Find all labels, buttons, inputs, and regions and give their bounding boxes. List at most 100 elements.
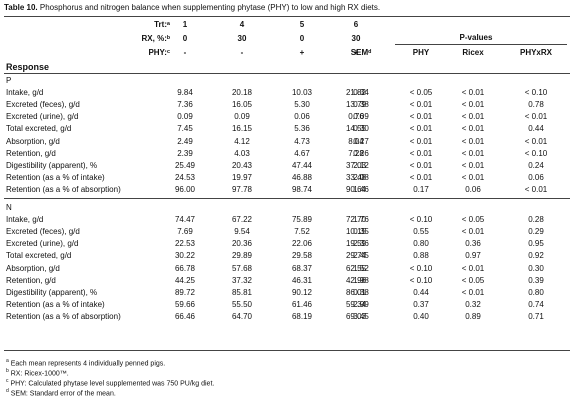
p-value: < 0.01 <box>461 124 485 134</box>
mean-value: 22.53 <box>174 239 196 249</box>
mean-value: 8.04 <box>348 136 364 146</box>
mean-value: 30.22 <box>174 251 196 261</box>
row-label: Digestibility (apparent), % <box>6 160 98 170</box>
mean-value: 21.82 <box>345 88 367 98</box>
p-value: 0.39 <box>528 275 544 285</box>
p-value: < 0.01 <box>461 160 485 170</box>
mean-value: 42.96 <box>345 275 367 285</box>
sem-value: 2.08 <box>353 172 369 182</box>
p-value: 0.95 <box>528 239 544 249</box>
p-value: < 0.01 <box>461 100 485 110</box>
mean-value: 66.46 <box>174 311 196 321</box>
footnote-mark: d <box>6 388 9 394</box>
pvalue-column-heading: Ricex <box>462 48 484 57</box>
p-value: < 0.10 <box>524 148 548 158</box>
trt-value: 5 <box>299 20 305 29</box>
mean-value: 7.36 <box>177 100 193 110</box>
mean-value: 0.09 <box>234 112 250 122</box>
footnote-mark: a <box>6 358 9 364</box>
phy-value: - <box>183 48 187 57</box>
mean-value: 68.37 <box>291 263 313 273</box>
rx-value: 0 <box>182 34 188 43</box>
p-value: < 0.01 <box>409 148 433 158</box>
trt-value: 6 <box>353 20 359 29</box>
footnote: a Each mean represents 4 individually pe… <box>6 357 165 368</box>
row-label: Intake, g/d <box>6 88 44 98</box>
p-value: < 0.01 <box>524 184 548 194</box>
p-value: 0.55 <box>413 227 429 237</box>
p-value: 0.44 <box>528 124 544 134</box>
mean-value: 2.39 <box>177 148 193 158</box>
sem-value: 0.38 <box>353 287 369 297</box>
p-value: < 0.10 <box>524 88 548 98</box>
footnote-text: Each mean represents 4 individually penn… <box>8 360 166 368</box>
footnote: d SEM: Standard error of the mean. <box>6 387 116 398</box>
footnote: b RX: Ricex-1000™. <box>6 367 69 378</box>
top-rule <box>4 16 570 17</box>
mean-value: 0.76 <box>348 112 364 122</box>
p-value: < 0.01 <box>461 136 485 146</box>
p-value: 0.36 <box>465 239 481 249</box>
sem-value: 0.35 <box>353 227 369 237</box>
bottom-rule <box>4 350 570 351</box>
section-heading: N <box>6 203 12 212</box>
mean-value: 29.89 <box>231 251 253 261</box>
row-label: Total excreted, g/d <box>6 251 72 261</box>
mean-value: 86.01 <box>345 287 367 297</box>
mean-value: 20.36 <box>231 239 253 249</box>
mean-value: 4.67 <box>294 148 310 158</box>
sem-value: 0.27 <box>353 136 369 146</box>
mean-value: 2.49 <box>177 136 193 146</box>
mean-value: 74.47 <box>174 215 196 225</box>
mean-value: 19.59 <box>345 239 367 249</box>
p-value: 0.44 <box>413 287 429 297</box>
mean-value: 59.66 <box>174 299 196 309</box>
p-value: < 0.01 <box>409 124 433 134</box>
sem-value: 1.98 <box>353 275 369 285</box>
mean-value: 62.55 <box>345 263 367 273</box>
p-value: 0.24 <box>528 160 544 170</box>
row-label: Excreted (feces), g/d <box>6 100 80 110</box>
p-value: < 0.05 <box>461 275 485 285</box>
mean-value: 57.68 <box>231 263 253 273</box>
sem-value: 0.34 <box>353 88 369 98</box>
sem-value: 2.12 <box>353 160 369 170</box>
mean-value: 90.12 <box>291 287 313 297</box>
p-value: < 0.01 <box>461 287 485 297</box>
p-value: 0.28 <box>528 215 544 225</box>
mean-value: 68.19 <box>291 311 313 321</box>
sem-value: 2.36 <box>353 239 369 249</box>
rx-value: 30 <box>351 34 361 43</box>
section-heading: P <box>6 76 12 85</box>
p-value: < 0.01 <box>409 100 433 110</box>
pvalue-column-heading: PHY <box>412 48 430 57</box>
mean-value: 24.53 <box>174 172 196 182</box>
row-label: Retention, g/d <box>6 148 56 158</box>
mean-value: 98.74 <box>291 184 313 194</box>
mean-value: 59.34 <box>345 299 367 309</box>
p-value: < 0.01 <box>461 263 485 273</box>
mean-value: 44.25 <box>174 275 196 285</box>
row-label: Retention (as a % of intake) <box>6 172 105 182</box>
footnote-mark: b <box>6 368 9 374</box>
mean-value: 55.50 <box>231 299 253 309</box>
phy-label: PHY:ᶜ <box>148 48 170 57</box>
row-label: Intake, g/d <box>6 215 44 225</box>
table-caption: Phosphorus and nitrogen balance when sup… <box>37 3 381 12</box>
mean-value: 7.28 <box>348 148 364 158</box>
mean-value: 10.03 <box>291 88 313 98</box>
p-value: < 0.10 <box>409 275 433 285</box>
rx-value: 0 <box>299 34 305 43</box>
p-value: 0.06 <box>528 172 544 182</box>
sem-value: 0.26 <box>353 148 369 158</box>
mean-value: 61.46 <box>291 299 313 309</box>
p-value: 0.74 <box>528 299 544 309</box>
rx-label: RX, %:ᵇ <box>141 34 170 43</box>
mean-value: 89.72 <box>174 287 196 297</box>
table-title: Table 10. Phosphorus and nitrogen balanc… <box>4 3 380 12</box>
row-label: Absorption, g/d <box>6 263 60 273</box>
footnote-text: RX: Ricex-1000™. <box>8 370 69 378</box>
p-value: < 0.10 <box>409 215 433 225</box>
mean-value: 14.55 <box>345 124 367 134</box>
p-value: 0.29 <box>528 227 544 237</box>
